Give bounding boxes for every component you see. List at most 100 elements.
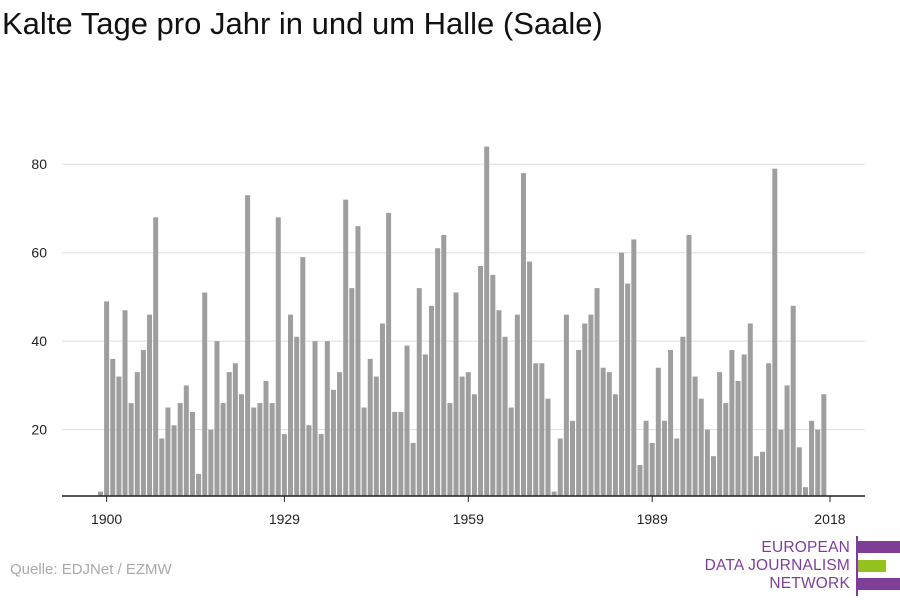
bar [330,389,336,496]
bar [465,372,471,496]
bar [766,363,772,496]
bar [422,354,428,496]
bar [263,380,269,496]
logo-divider [856,536,858,596]
bar [416,288,422,496]
bar [441,235,447,496]
bar [171,425,177,496]
bar [275,217,281,497]
bar [527,261,533,496]
bar [502,336,508,496]
x-tick-label: 1989 [637,511,668,527]
logo-bar-3 [858,578,900,590]
bar [208,429,214,496]
bar [220,403,226,496]
bar [778,429,784,496]
bar [570,420,576,496]
bar [729,350,735,496]
bar [484,146,490,496]
bar [128,403,134,496]
bar [226,372,232,496]
bar [367,358,373,496]
bar [539,363,545,496]
bar [429,305,435,496]
bar [796,447,802,496]
bar [643,420,649,496]
bar [318,434,324,496]
bar [520,173,526,497]
bar [557,438,563,496]
bar [815,429,821,496]
bar [104,301,110,496]
y-tick-label: 80 [31,156,47,172]
bar [379,323,385,496]
bar [294,336,300,496]
bar [674,438,680,496]
bar [300,257,306,496]
bar [747,323,753,496]
bar [116,376,122,496]
y-tick-labels: 20 40 60 80 [31,156,47,437]
bar [760,451,766,496]
bar [649,442,655,496]
x-tick-label: 1900 [91,511,122,527]
bar [717,372,723,496]
bar [288,314,294,496]
bar [551,491,557,496]
logo-line-data-journalism: DATA JOURNALISM [704,557,850,574]
bar [802,487,808,496]
x-tick-label: 2018 [814,511,845,527]
bar [496,310,502,496]
bar [165,407,171,496]
bar [606,372,612,496]
bar [392,411,398,496]
bar [337,372,343,496]
bar [110,358,116,496]
bar [134,372,140,496]
bar [153,217,159,497]
bar [214,341,220,496]
x-tick-label: 1929 [269,511,300,527]
bar [508,407,514,496]
logo-bar-1 [858,541,900,553]
bar [269,403,275,496]
bar [471,394,477,496]
bar [753,456,759,496]
bar [619,252,625,496]
x-tick-label: 1959 [453,511,484,527]
bar [582,323,588,496]
bar [98,491,103,496]
bar [821,394,827,496]
x-tick-labels: 1900 1929 1959 1989 2018 [91,496,846,527]
bar [600,367,606,496]
bar [140,350,146,496]
edjnet-logo: EUROPEAN DATA JOURNALISM NETWORK [700,536,900,596]
bar [533,363,539,496]
bar [251,407,257,496]
bar [177,403,183,496]
bar [588,314,594,496]
bar [790,305,796,496]
bar [410,442,416,496]
y-tick-label: 20 [31,422,47,438]
bar [459,376,465,496]
bar [312,341,318,496]
bar [704,429,710,496]
y-tick-label: 60 [31,245,47,261]
logo-line-network: NETWORK [769,575,850,592]
bar [686,235,692,496]
bar [373,376,379,496]
bar [355,226,361,496]
bars [98,146,827,497]
bar [238,394,244,496]
bar [404,345,410,496]
bar [698,398,704,496]
bar [772,168,778,497]
bar [324,341,330,496]
bar [257,403,263,496]
bar [490,274,496,496]
bar [514,314,520,496]
bar [809,420,815,496]
bar [612,394,618,496]
bar [563,314,569,496]
